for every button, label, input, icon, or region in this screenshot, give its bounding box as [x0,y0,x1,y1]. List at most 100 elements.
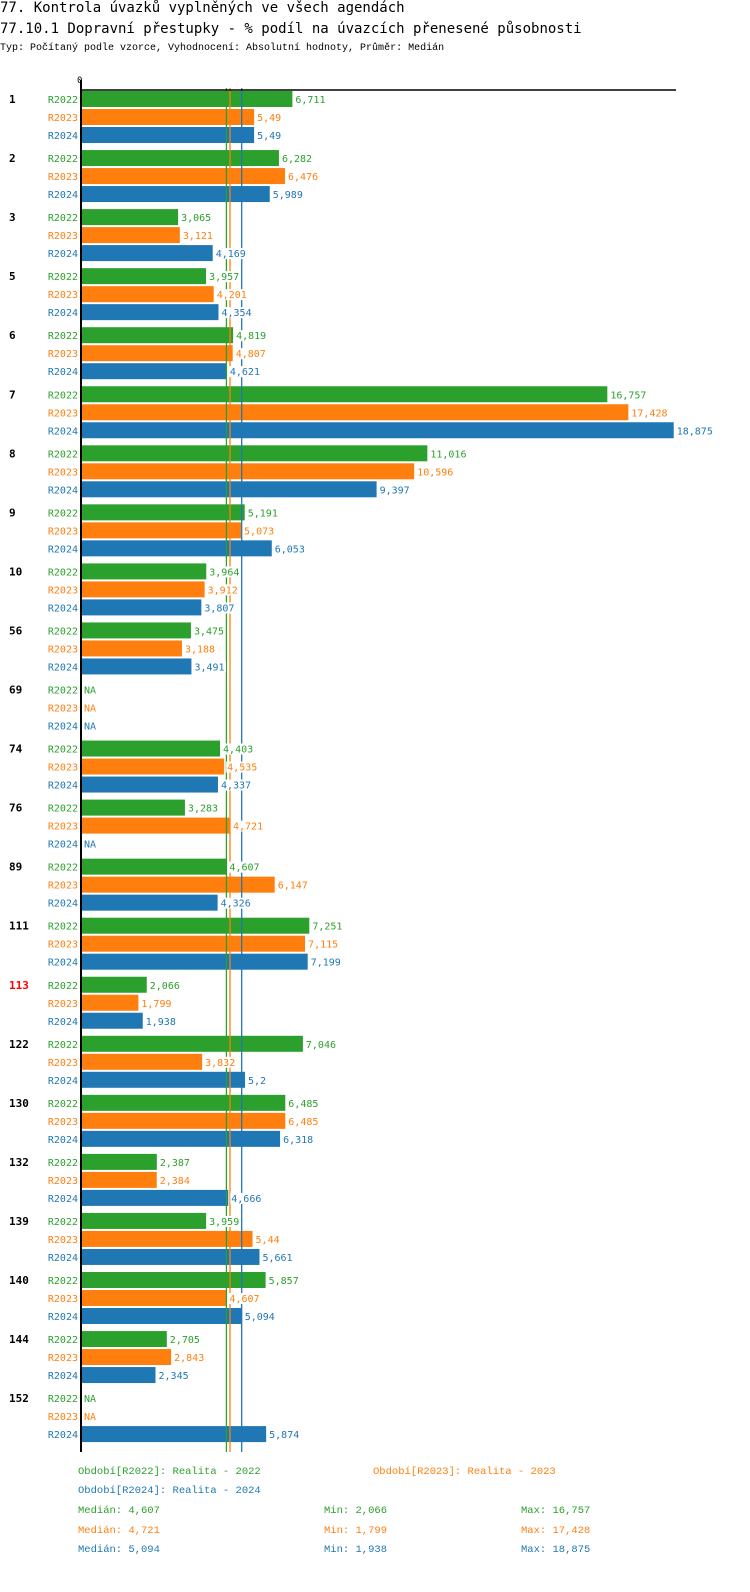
series-label: R2022 [48,567,78,578]
value-label-bg [228,1293,261,1304]
series-label: R2024 [48,544,78,555]
bar [82,599,202,616]
series-label: R2022 [48,1217,78,1228]
legend-median: Medián: 5,094 [78,1544,160,1556]
value-label-bg [228,366,262,378]
value-label-bg [208,566,241,578]
series-label: R2022 [48,1040,78,1051]
series-label: R2023 [48,113,78,124]
series-label: R2022 [48,804,78,815]
bar [82,581,205,598]
value-label-bg [256,112,283,123]
value-label: 6,476 [288,172,318,183]
series-label: R2024 [48,190,78,201]
series-label: R2022 [48,686,78,697]
value-label: 6,711 [295,95,325,106]
value-label-bg [173,1352,206,1364]
value-label: 4,326 [221,899,251,910]
value-label: 17,428 [631,408,667,419]
series-label: R2024 [48,1312,78,1323]
value-label-bg [307,938,340,950]
value-label: 5,073 [244,526,274,537]
value-label: 5,661 [262,1253,292,1264]
value-label-bg [311,920,344,932]
category-label: 3 [9,211,16,224]
bar [82,522,242,539]
series-label: R2023 [48,1294,78,1305]
series-label: R2023 [48,881,78,892]
legend-median: Medián: 4,607 [78,1505,160,1517]
series-label: R2023 [48,940,78,951]
value-label-bg [192,625,226,637]
value-label-bg [378,484,412,496]
value-label: 5,49 [257,113,281,124]
value-label-bg [280,153,314,165]
bar [82,658,192,675]
bar [82,1212,207,1229]
value-label-bg [168,1334,202,1346]
category-label: 76 [9,802,23,815]
category-label: 56 [9,624,23,637]
value-label-bg [83,702,98,714]
bar [82,1112,286,1129]
category-label: 152 [9,1392,29,1405]
bar [82,504,245,521]
value-label-bg [675,425,715,437]
value-label: 2,066 [150,981,180,992]
bar [82,227,180,244]
bar [82,1053,203,1070]
category-label: 1 [9,93,16,106]
value-label-bg [219,779,253,791]
value-label-bg [180,212,213,224]
value-label-bg [158,1174,192,1186]
series-label: R2023 [48,1117,78,1128]
category-label: 7 [9,388,16,401]
series-label: R2022 [48,863,78,874]
bar [82,917,310,934]
bar [82,976,147,993]
value-label: 4,535 [227,763,257,774]
bar [82,186,270,203]
series-label: R2023 [48,290,78,301]
category-label: 9 [9,506,16,519]
bar [82,894,218,911]
legend-median: Medián: 4,721 [78,1524,160,1537]
series-label: R2023 [48,1176,78,1187]
chart-subtitle: 77.10.1 Dopravní přestupky - % podíl na … [0,21,582,37]
value-label: 3,957 [209,272,239,283]
value-label: 6,485 [288,1099,318,1110]
value-label-bg [157,1370,191,1382]
category-label: 122 [9,1038,29,1051]
series-label: R2022 [48,1099,78,1110]
series-label: R2023 [48,408,78,419]
value-label: 3,188 [185,644,215,655]
value-label: 4,337 [221,781,251,792]
value-label: 7,251 [312,922,342,933]
value-label: 5,874 [269,1430,299,1441]
bar [82,422,674,439]
value-label: 2,384 [160,1176,190,1187]
bar [82,463,415,480]
value-label: 3,959 [209,1217,239,1228]
value-label-bg [181,230,215,242]
page-title: 77. Kontrola úvazků vyplněných ve všech … [0,0,405,16]
series-label: R2022 [48,1276,78,1287]
x-tick-label: 0 [77,76,82,86]
value-label: 10,596 [417,467,453,478]
value-label: NA [84,722,96,733]
value-label: NA [84,1394,96,1405]
bar [82,740,221,757]
series-label: R2024 [48,1194,78,1205]
value-label: 5,49 [257,131,281,142]
value-label: 3,807 [204,603,234,614]
category-label: 6 [9,329,16,342]
category-label: 113 [9,979,29,992]
series-label: R2023 [48,644,78,655]
bar [82,776,218,793]
series-label: R2024 [48,1135,78,1146]
series-label: R2022 [48,449,78,460]
bar [82,540,272,557]
value-label: 4,169 [216,249,246,260]
series-label: R2024 [48,367,78,378]
category-label: 74 [9,743,23,756]
